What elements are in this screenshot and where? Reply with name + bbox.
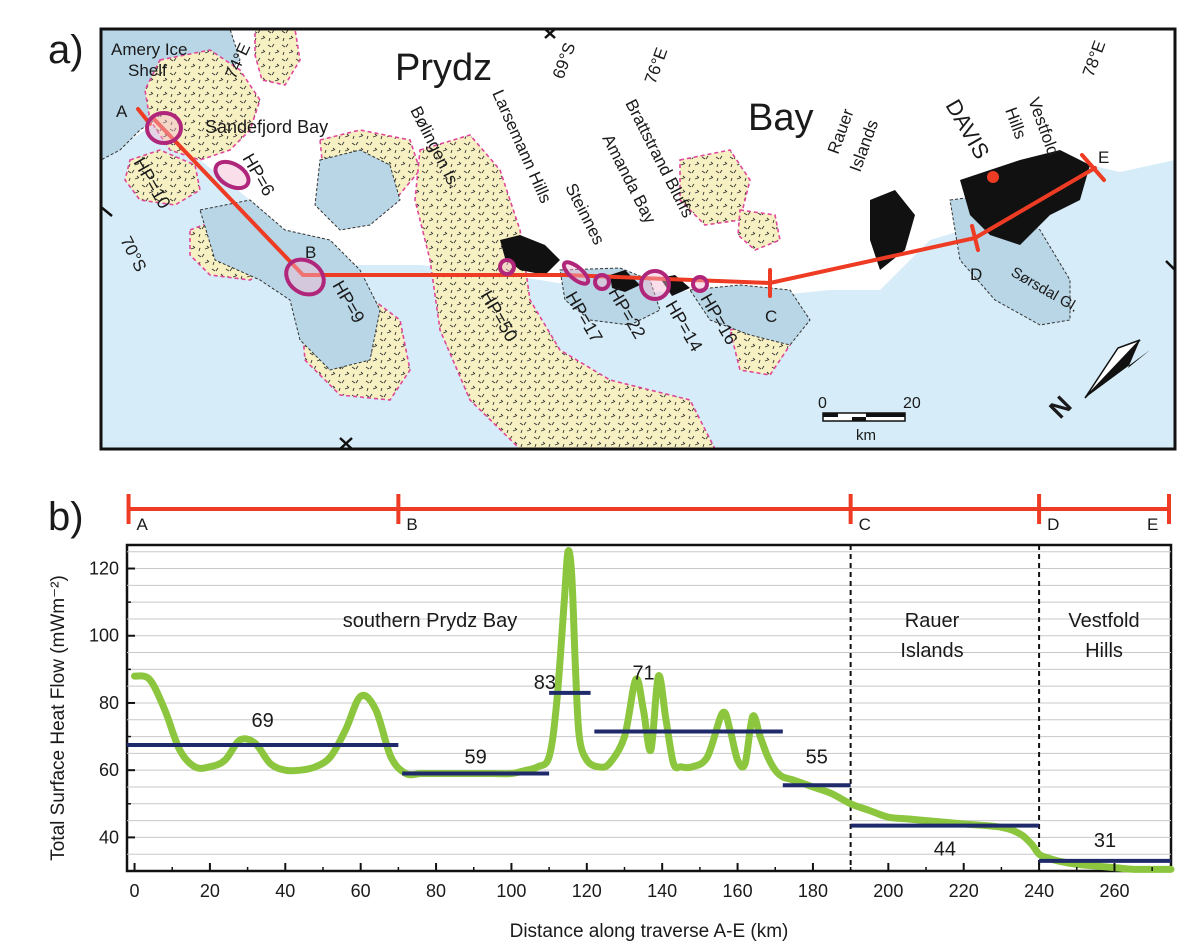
x-axis-title: Distance along traverse A-E (km) <box>510 921 789 942</box>
segment-means: 69 59 83 71 55 44 31 <box>127 663 1171 863</box>
segment-mean-label: 44 <box>934 839 956 861</box>
region-label-southern-prydz: southern Prydz Bay <box>343 610 518 632</box>
x-tick-label: 100 <box>496 881 526 901</box>
plot-frame <box>125 543 1173 873</box>
traverse-point-b: B <box>305 243 316 262</box>
x-tick-label: 220 <box>949 881 979 901</box>
region-label-rauer-1: Rauer <box>905 610 960 632</box>
segment-mean-label: 55 <box>806 746 828 768</box>
x-axis-ticks: 0 20 40 60 80 100 120 140 160 180 200 220 240 260 <box>130 863 1153 901</box>
traverse-point-e: E <box>1098 148 1109 167</box>
x-tick-label: 180 <box>798 881 828 901</box>
hp-marker-16 <box>691 275 709 293</box>
grid-lines <box>127 551 1171 855</box>
panel-b-label: b) <box>48 495 84 539</box>
region-dividers <box>849 545 1041 871</box>
y-tick-label: 120 <box>89 559 119 579</box>
ice-shelf-label-2: Shelf <box>128 61 167 80</box>
hp-marker-14 <box>639 269 671 301</box>
y-tick-label: 80 <box>99 693 119 713</box>
segment-mean-label: 83 <box>534 672 556 694</box>
y-axis-title: Total Surface Heat Flow (mWm⁻²) <box>48 575 69 861</box>
segment-mean-label: 31 <box>1094 830 1116 852</box>
x-tick-label: 240 <box>1024 881 1054 901</box>
x-tick-label: 40 <box>275 881 295 901</box>
x-tick-label: 80 <box>426 881 446 901</box>
hp-marker-17 <box>561 260 591 286</box>
x-tick-label: 60 <box>351 881 371 901</box>
x-tick-label: 260 <box>1099 881 1129 901</box>
x-tick-label: 0 <box>130 881 140 901</box>
place-sandefjord: Sandefjord Bay <box>205 117 328 137</box>
hp-markers <box>145 111 709 301</box>
traverse-bar-label: D <box>1047 515 1059 534</box>
traverse-point-c: C <box>765 307 777 326</box>
segment-mean-label: 59 <box>465 747 487 769</box>
sea-label-bay: Bay <box>748 97 813 139</box>
hp-marker-9 <box>284 257 326 297</box>
davis-station-marker <box>987 171 999 183</box>
map <box>101 29 1175 449</box>
hp-marker-6 <box>213 159 251 191</box>
scale-bar-zero: 0 <box>818 395 827 412</box>
region-label-vestfold-2: Hills <box>1085 640 1123 662</box>
region-label-vestfold-1: Vestfold <box>1068 610 1139 632</box>
ice-shelf-label-1: Amery Ice <box>111 40 188 59</box>
traverse-bar-label: A <box>137 515 149 534</box>
x-tick-label: 120 <box>572 881 602 901</box>
y-tick-label: 40 <box>99 827 119 847</box>
scale-bar-unit: km <box>856 427 876 444</box>
traverse-point-a: A <box>116 102 128 121</box>
heat-flow-series <box>131 547 1175 873</box>
hp-marker-22 <box>593 273 611 291</box>
x-tick-label: 20 <box>200 881 220 901</box>
y-tick-label: 100 <box>89 626 119 646</box>
panel-a-label: a) <box>48 28 84 72</box>
traverse-bar-label: C <box>859 515 871 534</box>
hp-marker-10 <box>145 111 183 145</box>
region-label-rauer-2: Islands <box>900 640 963 662</box>
x-tick-label: 200 <box>873 881 903 901</box>
sea-label-prydz: Prydz <box>395 47 492 89</box>
traverse-bar-label: B <box>406 515 417 534</box>
map-frame <box>99 27 1177 451</box>
y-axis-ticks: 40 60 80 100 120 <box>89 559 135 847</box>
hp-marker-50 <box>498 258 516 276</box>
heat-flow-curve <box>131 547 1175 873</box>
scale-bar: 0 20 km <box>818 395 921 444</box>
traverse-bar: A B C D E <box>126 494 1171 534</box>
north-arrow: N <box>1043 339 1150 424</box>
segment-mean-label: 69 <box>252 710 274 732</box>
y-tick-label: 60 <box>99 760 119 780</box>
traverse-point-d: D <box>970 265 982 284</box>
scale-bar-max: 20 <box>903 395 921 412</box>
x-tick-label: 160 <box>723 881 753 901</box>
traverse-bar-label: E <box>1147 515 1158 534</box>
segment-mean-label: 71 <box>632 663 654 685</box>
x-tick-label: 140 <box>647 881 677 901</box>
